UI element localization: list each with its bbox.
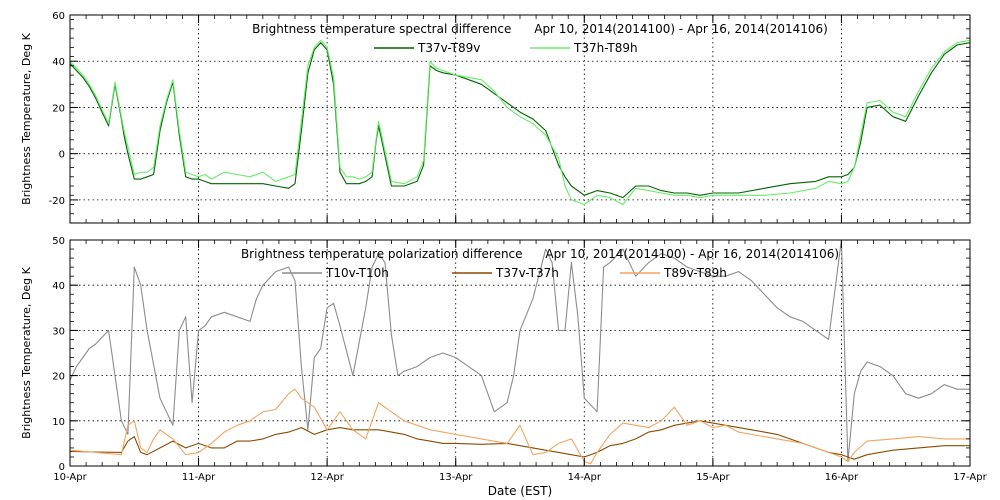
series-line-t37v-t89v [69, 42, 971, 199]
polarization-title: Brightness temperature polarization diff… [241, 247, 839, 261]
x-tick-label: 17-Apr [953, 472, 987, 483]
spectral-series [69, 39, 971, 206]
legend-label-t37v-t89v: T37v-T89v [417, 41, 480, 55]
y-tick-label: 60 [52, 11, 65, 22]
spectral-ticks: -20 0 20 40 60 [49, 11, 971, 224]
y-tick-label: 0 [59, 462, 65, 473]
y-tick-label: 0 [59, 150, 65, 161]
x-axis-label: Date (EST) [488, 484, 552, 498]
x-tick-label: 11-Apr [182, 472, 216, 483]
spectral-title: Brightness temperature spectral differen… [252, 22, 828, 36]
legend-label-t89v-t89h: T89v-T89h [663, 266, 727, 280]
y-tick-label: 20 [52, 372, 65, 383]
y-tick-label: 10 [52, 417, 65, 428]
series-line-t37v-t37h [69, 420, 970, 460]
y-tick-label: 30 [52, 326, 65, 337]
series-line-t89v-t89h [69, 388, 970, 465]
polarization-legend: T10v-T10h T37v-T37h T89v-T89h [282, 266, 727, 280]
polarization-y-axis-label: Brightness Temperature, Deg K [20, 266, 33, 438]
polarization-ticks: 0 10 20 30 40 50 [52, 236, 971, 473]
polarization-series [69, 239, 970, 465]
x-tick-label: 14-Apr [568, 472, 602, 483]
y-tick-label: 40 [52, 57, 65, 68]
spectral-difference-panel: -20 0 20 40 60 Brightness temperature spectr… [20, 11, 971, 224]
polarization-difference-panel: 0 10 20 30 40 50 Brightness temperature polar… [20, 236, 988, 483]
x-tick-label: 13-Apr [439, 472, 473, 483]
spectral-legend: T37v-T89v T37h-T89h [374, 41, 638, 55]
legend-label-t37v-t37h: T37v-T37h [495, 266, 559, 280]
x-tick-label: 12-Apr [310, 472, 344, 483]
series-line-t10v-t10h [69, 239, 970, 463]
x-tick-label: 16-Apr [825, 472, 859, 483]
spectral-y-axis-label: Brightness Temperature, Deg K [20, 32, 33, 204]
series-line-t37h-t89h [69, 39, 971, 206]
legend-label-t37h-t89h: T37h-T89h [573, 41, 638, 55]
x-tick-labels: 10-Apr 11-Apr 12-Apr 13-Apr 14-Apr 15-Apr 16-A… [53, 472, 987, 483]
y-tick-label: 40 [52, 281, 65, 292]
y-tick-label: 20 [52, 103, 65, 114]
x-tick-label: 15-Apr [696, 472, 730, 483]
y-tick-label: -20 [49, 196, 65, 207]
legend-label-t10v-t10h: T10v-T10h [325, 266, 389, 280]
spectral-grid [70, 15, 970, 223]
y-tick-label: 50 [52, 236, 65, 247]
x-tick-label: 10-Apr [53, 472, 87, 483]
